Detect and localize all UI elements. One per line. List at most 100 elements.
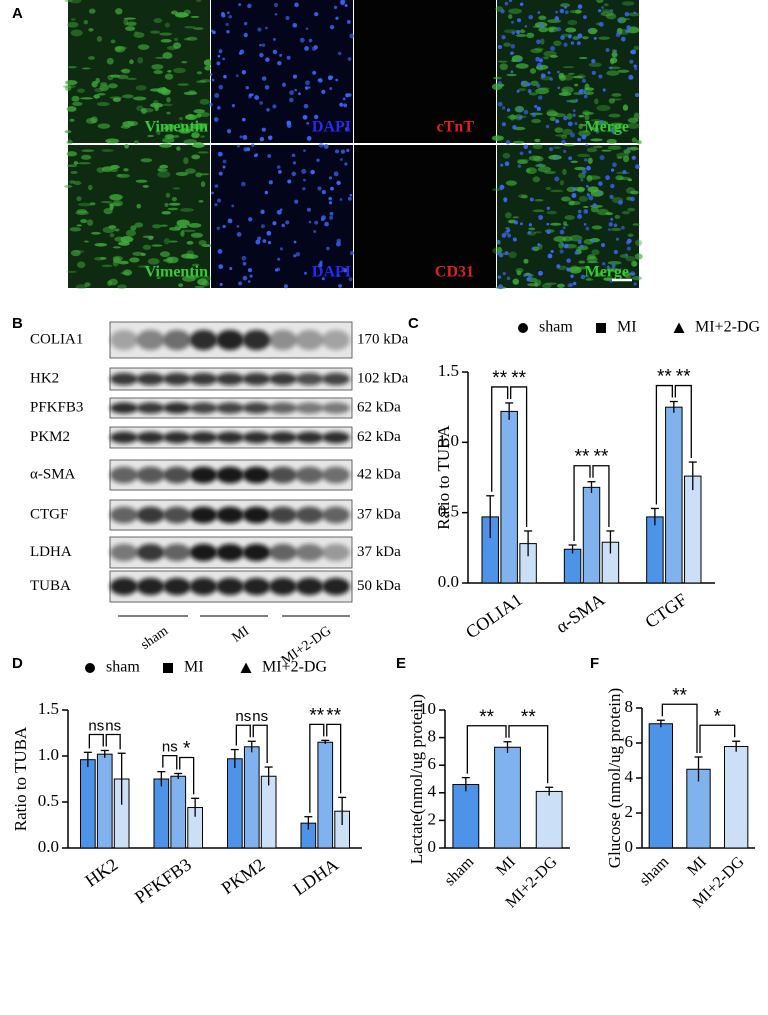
cell [180, 231, 185, 237]
protein-name: PKM2 [30, 429, 70, 445]
nucleus [292, 161, 297, 165]
significance-label: ** [672, 685, 687, 706]
cell [549, 54, 558, 58]
cell [65, 85, 72, 92]
cell [562, 235, 573, 242]
bar [170, 775, 187, 849]
nucleus [527, 273, 533, 279]
cell [532, 143, 543, 150]
cell [606, 70, 620, 76]
nucleus [268, 180, 273, 185]
blot-band [295, 372, 324, 386]
cell [94, 242, 108, 247]
cell [534, 198, 544, 202]
micrograph [211, 145, 353, 288]
nucleus [595, 130, 600, 134]
blot-band [136, 577, 165, 596]
significance-label: ns [162, 739, 178, 756]
nucleus [272, 49, 278, 55]
nucleus [273, 2, 279, 8]
nucleus [217, 198, 222, 203]
nucleus [628, 74, 634, 80]
nucleus [259, 43, 262, 47]
nucleus [591, 239, 595, 243]
nucleus [521, 81, 526, 85]
blot-band [242, 577, 271, 596]
cell [200, 79, 211, 83]
nucleus [231, 103, 236, 108]
nucleus [527, 230, 532, 235]
nucleus [239, 135, 243, 139]
nucleus [259, 52, 264, 58]
cell [80, 154, 92, 160]
protein-size: 37 kDa [357, 506, 401, 522]
cell [586, 147, 598, 153]
nucleus [249, 274, 253, 278]
blot-band [189, 372, 218, 386]
nucleus [329, 215, 334, 220]
cell [177, 83, 190, 86]
cell [546, 210, 558, 215]
nucleus [567, 283, 572, 288]
nucleus [226, 29, 230, 34]
cell [590, 206, 599, 213]
cell [153, 99, 159, 107]
nucleus [609, 194, 614, 200]
nucleus [557, 70, 560, 74]
nucleus [523, 273, 527, 277]
nucleus [523, 109, 529, 115]
nucleus [585, 226, 590, 231]
nucleus [610, 183, 615, 189]
cell [190, 15, 200, 18]
nucleus [229, 267, 233, 271]
nucleus [540, 73, 546, 79]
nucleus [321, 277, 325, 281]
nucleus [592, 203, 597, 208]
cell [605, 267, 620, 273]
stain-label: Merge [585, 119, 629, 136]
cell [167, 69, 172, 73]
nucleus [580, 274, 586, 280]
blot-band [110, 543, 138, 562]
cell [80, 97, 94, 100]
blot-band [163, 329, 191, 351]
blot-band [110, 372, 138, 386]
cell [70, 29, 83, 37]
nucleus [340, 158, 343, 161]
nucleus [265, 26, 268, 30]
nucleus [593, 36, 597, 40]
cell [560, 3, 571, 8]
cell [93, 94, 100, 99]
nucleus [242, 261, 247, 266]
nucleus [302, 187, 306, 191]
cell [617, 69, 630, 73]
blot-band [189, 466, 218, 484]
cell [610, 58, 615, 65]
cell [133, 140, 139, 145]
cell [575, 246, 582, 251]
nucleus [285, 16, 290, 21]
nucleus [243, 147, 248, 152]
blot-band [295, 431, 324, 444]
cell [159, 164, 169, 169]
nucleus [226, 129, 232, 134]
cell [125, 26, 136, 31]
nucleus [600, 242, 606, 248]
blot-band [242, 431, 271, 444]
cell [116, 173, 130, 178]
nucleus [517, 18, 522, 23]
cell [591, 127, 599, 131]
cell [66, 270, 77, 273]
nucleus [344, 162, 348, 166]
nucleus [501, 35, 506, 40]
cell [591, 249, 600, 256]
bar [317, 741, 334, 849]
blot-band [136, 329, 165, 351]
nucleus [557, 86, 561, 90]
nucleus [314, 220, 319, 225]
nucleus [222, 224, 226, 229]
cell [632, 223, 640, 226]
cell [512, 216, 519, 219]
cell [627, 233, 634, 238]
panel-label: A [12, 5, 23, 22]
